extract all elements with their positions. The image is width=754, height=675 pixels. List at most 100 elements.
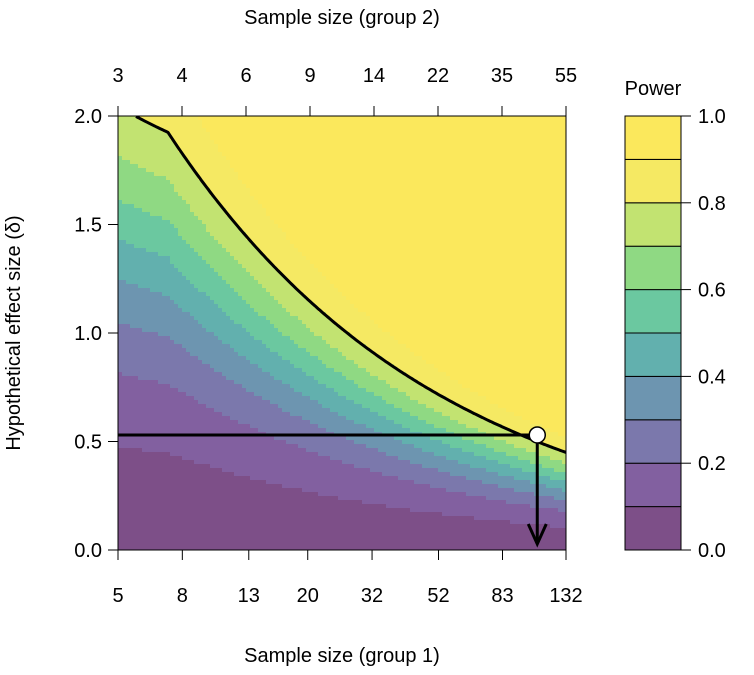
contour-cell — [286, 496, 291, 501]
contour-cell — [214, 304, 219, 309]
contour-cell — [258, 240, 263, 245]
contour-cell — [126, 372, 131, 377]
contour-cell — [158, 412, 163, 417]
contour-cell — [274, 144, 279, 149]
contour-cell — [162, 452, 167, 457]
contour-cell — [258, 420, 263, 425]
contour-cell — [270, 124, 275, 129]
contour-cell — [166, 248, 171, 253]
contour-cell — [254, 540, 259, 545]
contour-cell — [130, 484, 135, 489]
contour-cell — [290, 256, 295, 261]
contour-cell — [122, 496, 127, 501]
contour-cell — [286, 124, 291, 129]
contour-cell — [210, 404, 215, 409]
contour-cell — [274, 264, 279, 269]
contour-cell — [138, 400, 143, 405]
contour-cell — [186, 468, 191, 473]
contour-cell — [250, 516, 255, 521]
contour-cell — [218, 296, 223, 301]
contour-cell — [294, 224, 299, 229]
contour-cell — [270, 208, 275, 213]
contour-cell — [202, 148, 207, 153]
contour-cell — [190, 224, 195, 229]
contour-cell — [138, 132, 143, 137]
contour-cell — [230, 488, 235, 493]
contour-cell — [202, 164, 207, 169]
contour-cell — [146, 148, 151, 153]
contour-cell — [246, 284, 251, 289]
contour-cell — [122, 280, 127, 285]
contour-cell — [150, 280, 155, 285]
contour-cell — [126, 304, 131, 309]
contour-cell — [198, 472, 203, 477]
contour-cell — [182, 180, 187, 185]
contour-cell — [126, 136, 131, 141]
contour-cell — [198, 244, 203, 249]
contour-cell — [250, 380, 255, 385]
contour-cell — [134, 464, 139, 469]
contour-cell — [218, 428, 223, 433]
contour-cell — [170, 516, 175, 521]
contour-cell — [298, 372, 303, 377]
contour-cell — [174, 504, 179, 509]
contour-cell — [190, 508, 195, 513]
contour-cell — [290, 328, 295, 333]
contour-cell — [210, 304, 215, 309]
contour-cell — [222, 476, 227, 481]
contour-cell — [146, 336, 151, 341]
contour-cell — [230, 472, 235, 477]
contour-cell — [178, 484, 183, 489]
contour-cell — [142, 268, 147, 273]
contour-cell — [198, 392, 203, 397]
contour-cell — [298, 472, 303, 477]
contour-cell — [238, 224, 243, 229]
contour-cell — [278, 452, 283, 457]
contour-cell — [174, 404, 179, 409]
contour-cell — [266, 380, 271, 385]
contour-cell — [294, 480, 299, 485]
contour-cell — [242, 188, 247, 193]
contour-cell — [294, 320, 299, 325]
contour-cell — [290, 164, 295, 169]
contour-cell — [174, 500, 179, 505]
contour-cell — [142, 280, 147, 285]
contour-cell — [294, 444, 299, 449]
contour-cell — [150, 188, 155, 193]
contour-cell — [266, 296, 271, 301]
contour-cell — [290, 196, 295, 201]
contour-cell — [218, 244, 223, 249]
contour-cell — [178, 120, 183, 125]
contour-cell — [122, 124, 127, 129]
contour-cell — [166, 480, 171, 485]
contour-cell — [138, 508, 143, 513]
contour-cell — [134, 208, 139, 213]
contour-cell — [214, 292, 219, 297]
contour-cell — [142, 540, 147, 545]
contour-cell — [238, 220, 243, 225]
contour-cell — [298, 224, 303, 229]
contour-cell — [142, 336, 147, 341]
contour-cell — [210, 360, 215, 365]
contour-cell — [242, 528, 247, 533]
contour-cell — [230, 340, 235, 345]
contour-cell — [226, 460, 231, 465]
contour-cell — [242, 460, 247, 465]
contour-cell — [238, 312, 243, 317]
contour-cell — [130, 516, 135, 521]
contour-cell — [226, 408, 231, 413]
contour-cell — [214, 320, 219, 325]
contour-cell — [246, 544, 251, 549]
contour-cell — [294, 256, 299, 261]
contour-cell — [242, 452, 247, 457]
contour-cell — [178, 248, 183, 253]
contour-cell — [286, 400, 291, 405]
contour-cell — [182, 476, 187, 481]
contour-cell — [282, 168, 287, 173]
contour-cell — [134, 336, 139, 341]
contour-cell — [158, 284, 163, 289]
contour-cell — [186, 132, 191, 137]
contour-cell — [230, 336, 235, 341]
contour-cell — [282, 480, 287, 485]
contour-cell — [202, 328, 207, 333]
